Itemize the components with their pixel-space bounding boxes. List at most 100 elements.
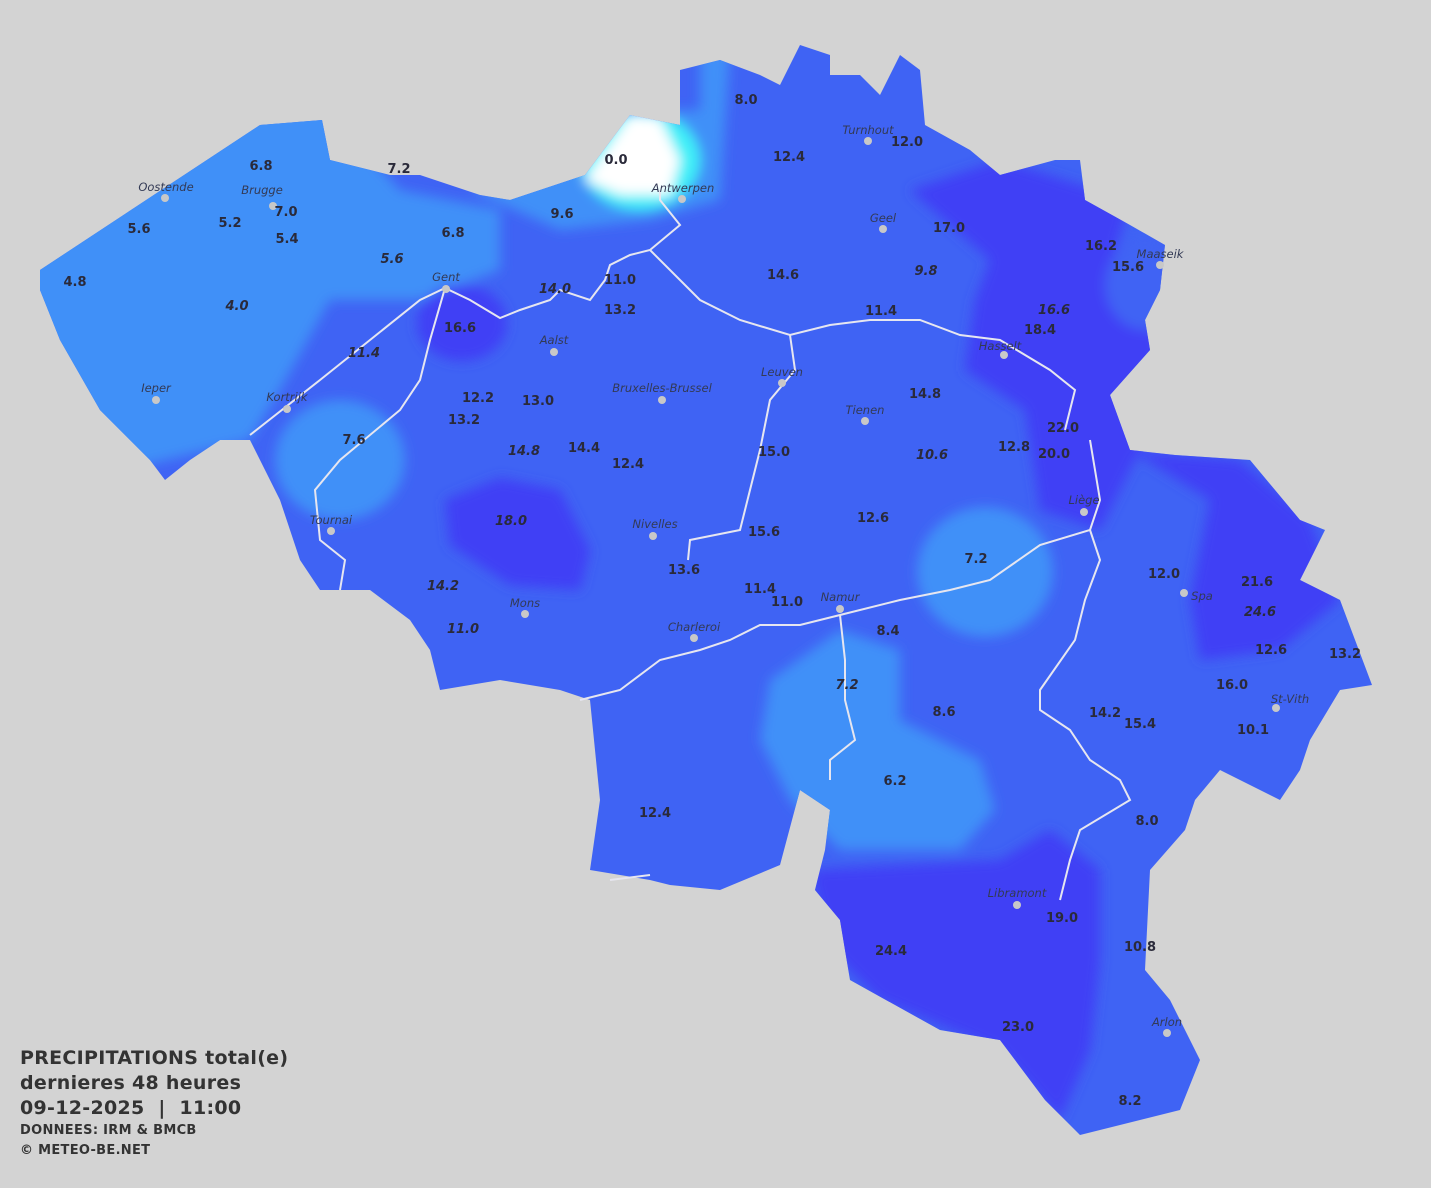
- city-turnhout: Turnhout: [842, 123, 894, 145]
- city-label: Gent: [432, 270, 460, 284]
- city-st-vith: St-Vith: [1271, 692, 1309, 712]
- city-spa: Spa: [1180, 589, 1213, 603]
- station-value: 24.4: [875, 944, 907, 959]
- station-value: 12.2: [462, 391, 494, 406]
- station-value: 15.6: [1112, 260, 1144, 275]
- station-value: 15.0: [758, 445, 790, 460]
- city-label: Namur: [821, 590, 861, 604]
- map-legend: PRECIPITATIONS total(e) dernieres 48 heu…: [20, 1046, 288, 1161]
- city-leuven: Leuven: [761, 365, 803, 387]
- city-marker: [879, 225, 887, 233]
- station-value: 7.2: [964, 552, 987, 567]
- city-label: St-Vith: [1271, 692, 1309, 706]
- city-tienen: Tienen: [846, 403, 884, 425]
- city-label: Liège: [1068, 493, 1099, 507]
- city-label: Spa: [1191, 589, 1213, 603]
- station-value: 15.6: [748, 525, 780, 540]
- river: [829, 614, 857, 780]
- city-arlon: Arlon: [1151, 1015, 1182, 1037]
- map-title: PRECIPITATIONS total(e): [20, 1047, 289, 1069]
- city-marker: [1180, 589, 1188, 597]
- river: [609, 874, 651, 881]
- city-marker: [442, 285, 450, 293]
- city-mons: Mons: [510, 596, 540, 618]
- data-source: DONNEES: IRM & BMCB: [20, 1123, 197, 1138]
- city-marker: [658, 396, 666, 404]
- station-value: 12.6: [1255, 643, 1287, 658]
- city-label: Libramont: [988, 886, 1047, 900]
- city-marker: [550, 348, 558, 356]
- city-brugge: Brugge: [241, 183, 283, 210]
- station-value: 9.6: [550, 207, 573, 222]
- station-value: 12.6: [857, 511, 889, 526]
- station-value: 16.0: [1216, 678, 1248, 693]
- station-value: 0.0: [604, 153, 627, 168]
- station-value: 11.4: [744, 582, 776, 597]
- station-value: 14.6: [767, 268, 799, 283]
- city-label: Ieper: [141, 381, 172, 395]
- city-geel: Geel: [870, 211, 897, 233]
- station-value: 14.0: [539, 282, 571, 297]
- city-nivelles: Nivelles: [632, 517, 678, 540]
- station-values: 8.0 12.4 12.0 0.0 6.8 7.2 7.0 5.6 5.2 5.4 6.8 9.6 4.…: [63, 93, 1361, 1109]
- station-value: 7.6: [342, 433, 365, 448]
- station-value: 7.2: [387, 162, 410, 177]
- city-label: Mons: [510, 596, 540, 610]
- station-value: 18.0: [495, 514, 527, 529]
- river: [649, 249, 1077, 431]
- zone-high-libramont: [810, 830, 1100, 1120]
- city-marker: [861, 417, 869, 425]
- station-value: 16.2: [1085, 239, 1117, 254]
- city-marker: [1013, 901, 1021, 909]
- city-marker: [269, 202, 277, 210]
- city-marker: [778, 379, 786, 387]
- cities: Oostende Brugge Gent Antwerpen Turnhout Geel M…: [138, 123, 1309, 1037]
- city-label: Charleroi: [668, 620, 721, 634]
- station-value: 13.0: [522, 394, 554, 409]
- city-charleroi: Charleroi: [668, 620, 721, 642]
- river: [687, 334, 797, 561]
- map-datetime: 09-12-2025 | 11:00: [20, 1097, 242, 1119]
- station-value: 6.8: [441, 226, 464, 241]
- city-marker: [161, 194, 169, 202]
- city-marker: [1156, 261, 1164, 269]
- station-value: 12.4: [773, 150, 805, 165]
- station-value: 20.0: [1038, 447, 1070, 462]
- city-marker: [864, 137, 872, 145]
- rivers: [249, 190, 1132, 901]
- city-marker: [1000, 351, 1008, 359]
- city-label: Oostende: [138, 180, 193, 194]
- city-label: Leuven: [761, 365, 803, 379]
- station-value: 14.2: [1089, 706, 1121, 721]
- zone-zero-antwerp: [585, 115, 680, 195]
- station-value: 19.0: [1046, 911, 1078, 926]
- city-label: Hasselt: [979, 339, 1022, 353]
- station-value: 4.0: [224, 299, 248, 314]
- city-namur: Namur: [821, 590, 861, 613]
- city-marker: [649, 532, 657, 540]
- station-value: 22.0: [1047, 421, 1079, 436]
- station-value: 14.8: [909, 387, 941, 402]
- station-value: 5.6: [380, 252, 403, 267]
- station-value: 4.8: [63, 275, 86, 290]
- city-oostende: Oostende: [138, 180, 194, 202]
- city-marker: [521, 610, 529, 618]
- city-label: Tournai: [310, 513, 353, 527]
- river: [249, 190, 682, 436]
- station-value: 6.2: [883, 774, 906, 789]
- river: [1039, 529, 1132, 901]
- city-aalst: Aalst: [539, 333, 569, 356]
- station-value: 17.0: [933, 221, 965, 236]
- station-value: 10.1: [1237, 723, 1269, 738]
- station-value: 11.0: [771, 595, 803, 610]
- city-libramont: Libramont: [988, 886, 1047, 909]
- station-value: 8.0: [734, 93, 757, 108]
- station-value: 11.0: [447, 622, 479, 637]
- city-marker: [678, 195, 686, 203]
- station-value: 13.2: [604, 303, 636, 318]
- city-marker: [1272, 704, 1280, 712]
- city-maaseik: Maaseik: [1137, 247, 1185, 269]
- city-marker: [152, 396, 160, 404]
- station-value: 14.8: [508, 444, 540, 459]
- copyright: © METEO-BE.NET: [20, 1143, 151, 1158]
